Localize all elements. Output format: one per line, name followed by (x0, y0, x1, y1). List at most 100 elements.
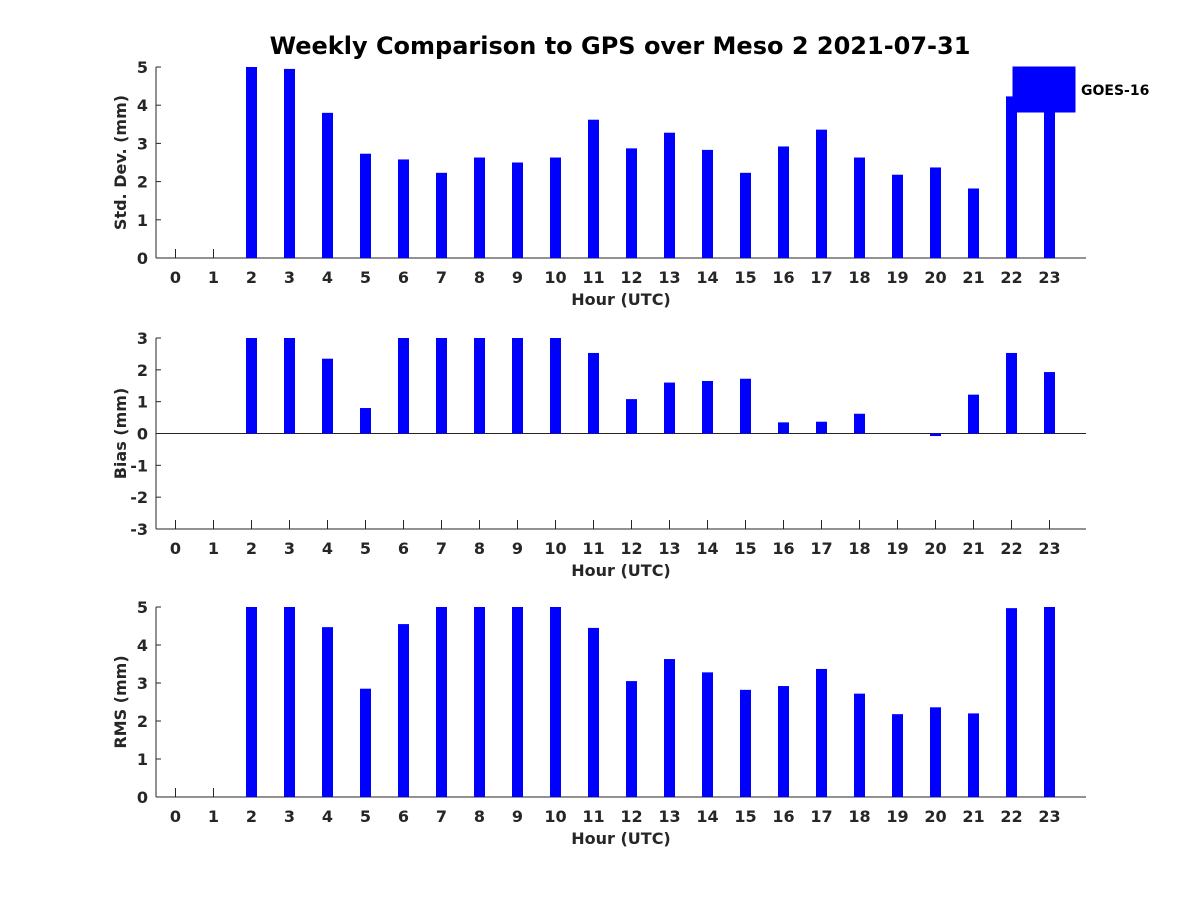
bar-hour-5 (360, 688, 371, 797)
x-tick-label: 22 (1000, 539, 1022, 558)
x-tick-label: 5 (360, 539, 371, 558)
y-axis-label: Bias (mm) (111, 388, 130, 480)
x-tick-label: 14 (696, 268, 718, 287)
x-tick-label: 8 (474, 539, 485, 558)
x-tick-label: 20 (924, 807, 946, 826)
x-tick-label: 14 (696, 539, 718, 558)
legend: GOES-16 (1012, 66, 1149, 113)
x-tick-label: 1 (208, 539, 219, 558)
bar-hour-11 (588, 119, 599, 258)
bar-hour-22 (1006, 608, 1017, 797)
x-tick-label: 11 (582, 268, 604, 287)
x-tick-label: 7 (436, 539, 447, 558)
x-tick-label: 13 (658, 539, 680, 558)
bar-hour-10 (550, 338, 561, 434)
x-tick-label: 17 (810, 539, 832, 558)
x-tick-label: 9 (512, 268, 523, 287)
bar-hour-2 (246, 338, 257, 434)
x-tick-label: 23 (1038, 539, 1060, 558)
x-tick-label: 11 (582, 807, 604, 826)
bar-hour-3 (284, 68, 295, 258)
x-tick-label: 22 (1000, 268, 1022, 287)
x-tick-label: 19 (886, 268, 908, 287)
x-tick-label: 4 (322, 539, 333, 558)
x-tick-label: 12 (620, 268, 642, 287)
bar-hour-13 (664, 382, 675, 434)
x-tick-label: 21 (962, 268, 984, 287)
bar-hour-20 (930, 707, 941, 797)
bar-hour-17 (816, 668, 827, 797)
bar-hour-16 (778, 146, 789, 258)
bar-hour-21 (968, 394, 979, 434)
y-tick-label: -1 (130, 456, 148, 475)
bar-hour-20 (930, 167, 941, 258)
bar-hour-12 (626, 681, 637, 797)
x-tick-label: 21 (962, 807, 984, 826)
bar-hour-14 (702, 380, 713, 434)
x-tick-label: 9 (512, 539, 523, 558)
bar-hour-5 (360, 153, 371, 258)
bar-hour-4 (322, 358, 333, 434)
x-tick-label: 20 (924, 268, 946, 287)
bar-hour-20 (930, 433, 941, 437)
y-tick-label: 3 (137, 134, 148, 153)
x-tick-label: 11 (582, 539, 604, 558)
x-tick-label: 9 (512, 807, 523, 826)
x-tick-label: 6 (398, 539, 409, 558)
x-tick-label: 15 (734, 268, 756, 287)
bar-hour-15 (740, 378, 751, 434)
bar-hour-15 (740, 689, 751, 797)
bar-hour-19 (892, 714, 903, 797)
bar-hour-10 (550, 607, 561, 797)
bar-hour-5 (360, 408, 371, 434)
x-tick-label: 10 (544, 807, 566, 826)
x-axis-label: Hour (UTC) (571, 829, 671, 848)
x-tick-label: 13 (658, 807, 680, 826)
x-tick-label: 4 (322, 807, 333, 826)
x-tick-label: 0 (170, 539, 181, 558)
x-tick-label: 6 (398, 268, 409, 287)
x-tick-label: 3 (284, 807, 295, 826)
bar-hour-9 (512, 338, 523, 434)
bar-hour-23 (1044, 607, 1055, 797)
legend-box-edge (1012, 66, 1076, 113)
bar-hour-10 (550, 157, 561, 258)
y-tick-label: 2 (137, 173, 148, 192)
bar-hour-3 (284, 607, 295, 797)
y-tick-label: 3 (137, 674, 148, 693)
y-tick-label: 1 (137, 750, 148, 769)
legend-label-goes-16: GOES-16 (1081, 83, 1149, 99)
bar-hour-13 (664, 659, 675, 797)
bar-hour-14 (702, 149, 713, 258)
x-tick-label: 18 (848, 539, 870, 558)
bar-hour-15 (740, 172, 751, 258)
x-tick-label: 10 (544, 268, 566, 287)
bar-hour-19 (892, 174, 903, 258)
x-tick-label: 18 (848, 807, 870, 826)
bar-hour-21 (968, 713, 979, 797)
bar-hour-4 (322, 627, 333, 797)
bar-hour-11 (588, 627, 599, 797)
bar-hour-18 (854, 693, 865, 797)
x-tick-label: 0 (170, 268, 181, 287)
bar-hour-18 (854, 413, 865, 434)
bar-hour-14 (702, 672, 713, 797)
x-tick-label: 2 (246, 268, 257, 287)
bar-hour-13 (664, 132, 675, 258)
x-tick-label: 16 (772, 807, 794, 826)
y-tick-label: 4 (137, 96, 148, 115)
bar-hour-18 (854, 157, 865, 258)
y-tick-label: 2 (137, 712, 148, 731)
bar-hour-7 (436, 172, 447, 258)
bar-hour-16 (778, 422, 789, 434)
y-tick-label: 1 (137, 211, 148, 230)
x-tick-label: 15 (734, 807, 756, 826)
y-tick-label: -3 (130, 520, 148, 539)
bar-hour-22 (1006, 96, 1017, 258)
y-tick-label: 2 (137, 361, 148, 380)
x-tick-label: 3 (284, 268, 295, 287)
x-tick-label: 10 (544, 539, 566, 558)
bar-hour-9 (512, 162, 523, 258)
bar-hour-9 (512, 607, 523, 797)
bar-hour-2 (246, 67, 257, 258)
